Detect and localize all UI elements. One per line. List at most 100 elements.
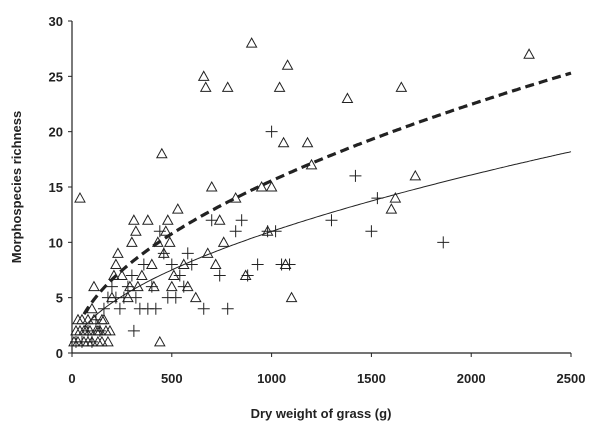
plus-point [157,247,170,260]
x-axis-title: Dry weight of grass (g) [251,406,392,421]
triangle-point [96,335,108,347]
triangle-point [389,192,402,203]
plus-point [145,280,158,293]
plus-point [205,214,218,227]
triangle-point [201,247,214,258]
plus-point [265,125,278,138]
triangle-point [197,70,210,81]
triangle-point [128,214,140,225]
triangle-point [277,136,290,148]
plus-point [371,192,384,205]
triangle-point [205,180,218,192]
triangle-point [72,335,84,347]
y-tick-label: 0 [56,346,63,361]
plus-point [241,269,254,282]
triangle-point [229,192,242,203]
plus-point [125,269,138,282]
data-points [68,37,535,348]
triangle-point [74,192,86,203]
triangle-point [126,236,138,247]
triangle-point [523,48,535,59]
triangle-point [112,247,124,258]
plus-point [177,280,190,293]
triangle-point [72,313,84,325]
triangle-point [88,280,100,292]
plus-point [173,269,186,282]
plus-point [221,302,234,315]
x-tick-label: 1500 [357,371,386,386]
plus-point [137,258,150,271]
plus-point [181,247,194,260]
plus-point [93,324,106,337]
plus-point [269,225,282,238]
x-tick-label: 2000 [457,371,486,386]
triangle-point [153,335,166,347]
triangle-point [189,291,202,303]
triangle-point [281,59,294,70]
plus-point [365,225,378,238]
triangle-point [86,302,98,314]
triangle-point [305,158,318,170]
plus-point [153,225,166,238]
plus-point [165,258,178,271]
plus-point [229,225,242,238]
triangle-point [341,92,354,103]
triangle-point [199,81,212,92]
plus-point [325,214,338,227]
plus-point [105,280,118,293]
triangle-point [163,236,176,247]
triangle-point [273,81,286,92]
triangle-point [167,269,180,281]
y-tick-label: 5 [56,291,63,306]
triangle-point [239,269,252,281]
plus-point [437,236,450,249]
plus-point [117,291,130,304]
plus-point [127,324,140,337]
fit-curves [82,71,572,328]
triangle-point [136,269,148,281]
plus-point [89,313,102,326]
y-tick-label: 15 [49,180,63,195]
triangle-point [104,324,116,336]
tick-labels: 0 5 10 15 20 25 30 0 500 1000 1500 2000 2500 [49,14,586,386]
triangle-point [102,335,114,347]
plus-point [121,280,134,293]
y-tick-label: 25 [49,69,63,84]
triangle-point [141,214,154,225]
triangle-point [265,180,278,192]
triangle-point [255,180,268,192]
plus-point [283,258,296,271]
triangle-point [165,280,178,292]
y-tick-label: 20 [49,125,63,140]
plus-point [349,169,362,182]
triangle-point [301,136,314,148]
fit-curve-solid [83,151,572,328]
triangle-point [155,147,168,159]
x-tick-label: 1000 [257,371,286,386]
triangle-point [171,203,184,214]
triangle-point [161,214,174,225]
triangle-point [395,81,408,92]
plus-point [113,302,126,315]
plus-point [235,214,248,227]
plus-point [129,291,142,304]
plus-point [185,258,198,271]
x-tick-label: 0 [68,371,75,386]
triangle-point [221,81,234,92]
plus-point [169,291,182,304]
plus-point [85,335,98,348]
y-tick-label: 10 [49,235,63,250]
triangle-point [132,280,144,292]
triangle-point [409,169,422,181]
plus-point [81,324,94,337]
triangle-point [385,203,398,214]
y-tick-label: 30 [49,14,63,29]
plus-point [197,302,210,315]
plus-point [251,258,264,271]
y-axis-title: Morphospecies richness [9,111,24,263]
triangle-point [217,236,230,247]
plus-point [149,302,162,315]
fit-curve-dashed [82,71,572,316]
triangle-point [209,258,222,269]
